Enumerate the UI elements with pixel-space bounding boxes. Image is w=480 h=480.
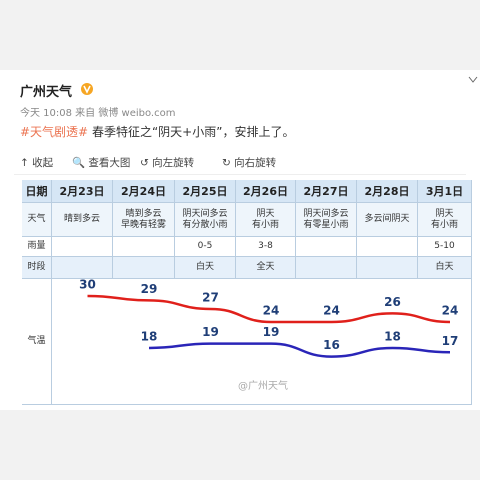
date-cell: 2月24日 [113, 180, 175, 203]
weather-line: 有小雨 [251, 219, 279, 230]
temp-cell [52, 279, 472, 405]
row-label: 天气 [22, 203, 52, 237]
high-label: 24 [323, 303, 340, 317]
row-label: 时段 [22, 257, 52, 279]
high-label: 29 [141, 282, 158, 296]
toolbar-button[interactable]: 🔍 查看大图 [72, 155, 130, 170]
date-cell: 2月23日 [52, 180, 113, 203]
period-cell [357, 257, 418, 279]
weather-line: 阴天 [435, 208, 454, 219]
low-label: 19 [202, 325, 219, 339]
weather-cell: 阴天 有小雨 [236, 203, 296, 237]
row-label: 日期 [22, 180, 52, 203]
date-cell: 3月1日 [418, 180, 472, 203]
tool-label: 向左旋转 [152, 157, 195, 169]
high-label: 26 [384, 295, 401, 309]
tool-icon: ↺ [140, 157, 153, 169]
toolbar-button[interactable]: ↑ 收起 [20, 155, 53, 170]
weather-line: 阴天间多云 [303, 208, 349, 219]
high-label: 24 [442, 303, 459, 317]
tool-icon: ↻ [222, 157, 235, 169]
weather-cell: 阴天间多云 有分散小雨 [175, 203, 236, 237]
low-label: 18 [384, 329, 401, 343]
weather-cell: 晴到多云 [52, 203, 113, 237]
hashtag[interactable]: #天气剧透# [20, 125, 89, 139]
tool-label: 收起 [32, 157, 54, 169]
weather-line: 早晚有轻雾 [120, 219, 166, 230]
rain-cell [113, 237, 175, 257]
post-body: 春季特征之“阴天+小雨”，安排上了。 [91, 125, 295, 139]
period-cell [52, 257, 113, 279]
post-meta: 今天 10:08 来自 微博 weibo.com [20, 108, 176, 119]
rain-cell: 0-5 [175, 237, 236, 257]
tool-icon: ↑ [20, 157, 33, 169]
row-label: 气温 [22, 279, 52, 405]
period-cell: 全天 [236, 257, 296, 279]
date-cell: 2月28日 [357, 180, 418, 203]
weather-cell: 晴到多云 早晚有轻雾 [113, 203, 175, 237]
tool-icon: 🔍 [72, 157, 89, 169]
watermark: @广州天气 [238, 379, 288, 392]
high-line [87, 294, 451, 324]
rain-cell [357, 237, 418, 257]
user-name[interactable]: 广州天气 [20, 85, 73, 100]
high-label: 24 [263, 303, 280, 317]
post-text: #天气剧透# 春季特征之“阴天+小雨”，安排上了。 [20, 123, 294, 140]
period-cell: 白天 [175, 257, 236, 279]
row-label: 雨量 [22, 237, 52, 257]
tool-label: 向右旋转 [234, 157, 277, 169]
low-label: 17 [442, 334, 459, 348]
toolbar-button[interactable]: ↺ 向左旋转 [140, 155, 194, 170]
rain-cell [52, 237, 113, 257]
rain-cell [296, 237, 357, 257]
weather-line: 阴天 [256, 208, 275, 219]
high-label: 27 [202, 290, 219, 304]
weather-line: 有小雨 [430, 219, 458, 230]
low-label: 16 [323, 338, 340, 352]
period-cell [113, 257, 175, 279]
weather-cell: 多云间阴天 [357, 203, 418, 237]
weather-line: 有零星小雨 [303, 219, 349, 230]
weather-line: 多云间阴天 [364, 214, 410, 224]
tool-label: 查看大图 [88, 157, 131, 169]
low-label: 18 [141, 329, 158, 343]
divider [14, 174, 466, 175]
high-label: 30 [79, 278, 96, 292]
weather-cell: 阴天间多云 有零星小雨 [296, 203, 357, 237]
weather-cell: 阴天 有小雨 [418, 203, 472, 237]
weather-line: 晴到多云 [125, 208, 162, 219]
date-cell: 2月26日 [236, 180, 296, 203]
period-cell: 白天 [418, 257, 472, 279]
rain-cell: 5-10 [418, 237, 472, 257]
period-cell [296, 257, 357, 279]
weather-line: 阴天间多云 [182, 208, 228, 219]
low-line [148, 342, 451, 358]
date-cell: 2月25日 [175, 180, 236, 203]
toolbar-button[interactable]: ↻ 向右旋转 [222, 155, 276, 170]
verified-icon [81, 83, 93, 95]
weather-line: 有分散小雨 [182, 219, 228, 230]
weather-line: 晴到多云 [63, 214, 100, 224]
rain-cell: 3-8 [236, 237, 296, 257]
low-label: 19 [263, 325, 280, 339]
menu-arrow[interactable] [468, 76, 478, 84]
date-cell: 2月27日 [296, 180, 357, 203]
